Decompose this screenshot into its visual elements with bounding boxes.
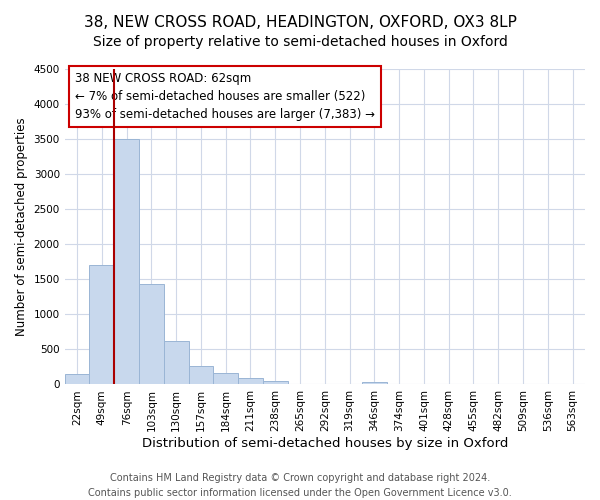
Bar xyxy=(65,374,89,384)
Text: Contains HM Land Registry data © Crown copyright and database right 2024.
Contai: Contains HM Land Registry data © Crown c… xyxy=(88,472,512,498)
Bar xyxy=(164,341,188,384)
Text: Size of property relative to semi-detached houses in Oxford: Size of property relative to semi-detach… xyxy=(92,35,508,49)
Text: 38 NEW CROSS ROAD: 62sqm
← 7% of semi-detached houses are smaller (522)
93% of s: 38 NEW CROSS ROAD: 62sqm ← 7% of semi-de… xyxy=(75,72,375,121)
Bar xyxy=(214,373,238,384)
Bar xyxy=(114,139,139,384)
Bar xyxy=(263,382,287,384)
Y-axis label: Number of semi-detached properties: Number of semi-detached properties xyxy=(15,118,28,336)
Text: 38, NEW CROSS ROAD, HEADINGTON, OXFORD, OX3 8LP: 38, NEW CROSS ROAD, HEADINGTON, OXFORD, … xyxy=(83,15,517,30)
Bar xyxy=(188,366,214,384)
Bar xyxy=(362,382,387,384)
X-axis label: Distribution of semi-detached houses by size in Oxford: Distribution of semi-detached houses by … xyxy=(142,437,508,450)
Bar xyxy=(139,284,164,384)
Bar xyxy=(89,266,114,384)
Bar xyxy=(238,378,263,384)
